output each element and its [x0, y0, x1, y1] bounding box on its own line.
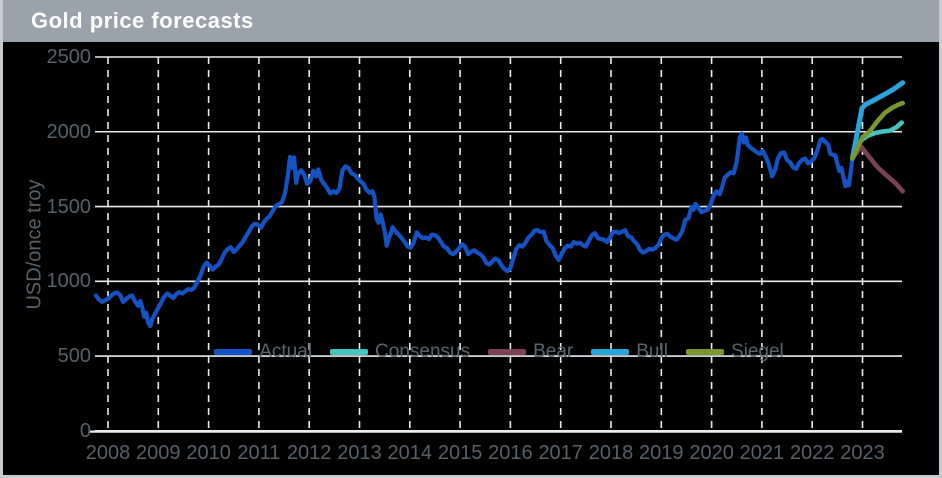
x-axis-tick-label: 2023 — [840, 442, 885, 464]
gold-price-chart — [3, 0, 939, 475]
series-line-bull — [849, 80, 906, 161]
legend-swatch-bear — [488, 349, 527, 355]
x-axis-tick-label: 2010 — [186, 442, 231, 464]
legend-swatch-siegel — [685, 349, 724, 355]
x-axis-tick-label: 2011 — [237, 442, 281, 464]
plot-background — [3, 0, 939, 475]
legend-label: Siegel — [730, 341, 784, 362]
x-axis-tick-label: 2021 — [739, 442, 785, 464]
series-line-siegel — [850, 100, 905, 161]
chart-header: Gold price forecasts — [3, 0, 939, 42]
y-axis-tick-label: 0 — [79, 419, 91, 442]
legend-item-bull: Bull — [591, 342, 668, 362]
x-axis-tick-label: 2018 — [588, 442, 634, 464]
y-axis-tick-label: 1500 — [46, 195, 92, 218]
legend-item-actual: Actual — [214, 342, 312, 362]
legend-label: Actual — [259, 341, 313, 362]
x-axis-tick-label: 2020 — [689, 442, 734, 464]
x-axis-tick-label: 2019 — [639, 442, 684, 464]
chart-legend: Actual Consensus Bear Bull Siegel — [96, 341, 902, 363]
legend-item-siegel: Siegel — [685, 341, 784, 362]
y-axis-tick-label: 1000 — [46, 270, 92, 293]
x-axis-tick-label: 2015 — [437, 442, 483, 464]
x-axis-tick-label: 2009 — [136, 442, 181, 464]
series-line-actual — [93, 131, 855, 329]
legend-label: Bear — [533, 341, 574, 362]
x-axis-tick-label: 2017 — [538, 442, 583, 464]
legend-swatch-consensus — [330, 349, 369, 355]
y-axis-title: USD/once troy — [23, 179, 46, 310]
y-axis-tick-label: 2000 — [46, 120, 92, 143]
x-axis-tick-label: 2012 — [286, 442, 332, 464]
legend-label: Consensus — [375, 341, 471, 362]
x-axis-tick-label: 2014 — [387, 442, 433, 464]
series-line-bear — [850, 144, 905, 194]
legend-swatch-actual — [214, 349, 253, 355]
x-axis-tick-label: 2022 — [789, 442, 835, 464]
x-axis-tick-label: 2008 — [85, 442, 131, 464]
x-axis-tick-label: 2016 — [488, 442, 533, 464]
x-axis-tick-label: 2013 — [337, 442, 382, 464]
legend-label: Bull — [636, 341, 668, 362]
y-axis-tick-label: 500 — [57, 345, 91, 368]
legend-item-bear: Bear — [488, 342, 573, 362]
legend-item-consensus: Consensus — [330, 342, 470, 362]
y-axis-tick-label: 2500 — [46, 46, 92, 68]
legend-swatch-bull — [591, 349, 630, 355]
chart-title: Gold price forecasts — [31, 8, 254, 33]
